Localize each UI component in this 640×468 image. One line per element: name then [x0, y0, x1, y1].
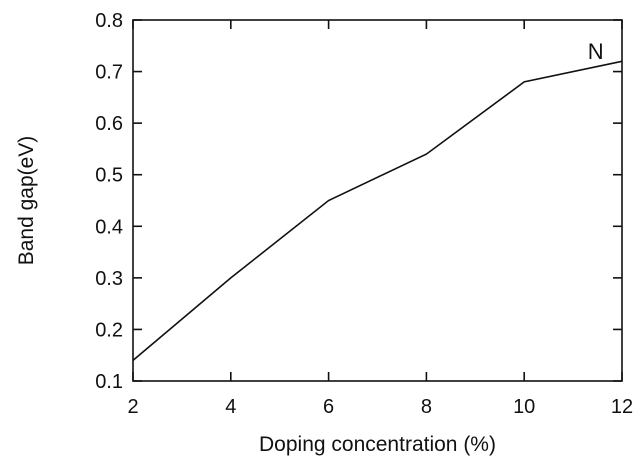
axis-ticks [132, 19, 623, 382]
series-line [132, 60, 623, 362]
y-tick-label: 0.8 [95, 10, 123, 32]
y-tick-label: 0.3 [95, 268, 123, 290]
x-tick-label: 4 [225, 396, 236, 418]
x-tick-label: 10 [513, 396, 535, 418]
y-tick-label: 0.2 [95, 319, 123, 341]
x-tick-label: 2 [127, 396, 138, 418]
y-tick-label: 0.5 [95, 165, 123, 187]
y-tick-label: 0.4 [95, 216, 123, 238]
annotation-label: N [588, 39, 604, 64]
y-axis-title: Band gap(eV) [15, 136, 38, 266]
data-points [132, 60, 623, 361]
x-tick-labels: 2 4 6 8 10 12 [127, 396, 633, 418]
x-tick-label: 6 [323, 396, 334, 418]
plot-frame [132, 19, 623, 382]
x-tick-label: 12 [611, 396, 633, 418]
y-tick-label: 0.1 [95, 371, 123, 393]
x-axis-title: Doping concentration (%) [259, 433, 496, 456]
y-tick-label: 0.7 [95, 62, 123, 84]
y-tick-labels: 0.1 0.2 0.3 0.4 0.5 0.6 0.7 0.8 [95, 10, 123, 393]
x-tick-label: 8 [421, 396, 432, 418]
y-tick-label: 0.6 [95, 113, 123, 135]
